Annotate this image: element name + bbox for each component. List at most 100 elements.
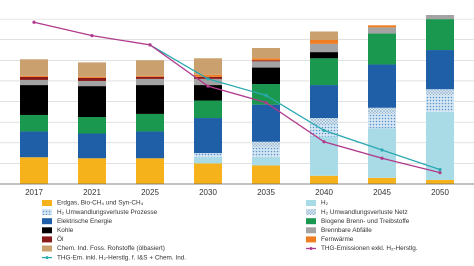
- line-point: [264, 100, 268, 105]
- line-point: [206, 77, 210, 81]
- legend-swatch: [42, 209, 52, 216]
- bar-segment: [78, 86, 106, 118]
- bar-segment: [78, 158, 106, 184]
- bar-segment: [310, 43, 338, 53]
- legend-swatch: [306, 209, 316, 216]
- bar-segment: [136, 60, 164, 76]
- legend-label: Kohle: [57, 227, 74, 234]
- line: [33, 21, 441, 174]
- legend-label: H₂: [321, 200, 329, 207]
- x-tick-label: 2050: [431, 188, 449, 197]
- bar-segment: [252, 61, 280, 68]
- bar-segment: [20, 114, 48, 132]
- bar-segment: [194, 78, 222, 86]
- bar-segment: [310, 118, 338, 125]
- bar-segment: [136, 113, 164, 132]
- bar-segment: [20, 59, 48, 76]
- legend-swatch: [309, 247, 313, 250]
- legend-label: Elektrische Energie: [57, 218, 113, 225]
- legend-swatch: [306, 218, 316, 225]
- bar-segment: [368, 25, 396, 28]
- bar-segment: [136, 85, 164, 114]
- legend-swatch: [306, 227, 316, 234]
- bar-segment: [20, 157, 48, 184]
- bar-segment: [426, 50, 454, 90]
- legend-swatch: [306, 236, 316, 243]
- line-point: [32, 20, 36, 24]
- legend-swatch: [45, 256, 49, 260]
- bar-segment: [426, 15, 454, 20]
- bar-segment: [136, 78, 164, 86]
- bar-segment: [194, 58, 222, 75]
- bar-segment: [20, 85, 48, 115]
- bar-segment: [20, 79, 48, 86]
- bar-segment: [194, 100, 222, 119]
- x-tick-label: 2021: [83, 188, 101, 197]
- x-tick-label: 2035: [257, 188, 275, 197]
- bar-segment: [310, 31, 338, 40]
- x-tick-label: 2017: [25, 188, 43, 197]
- x-tick-label: 2040: [315, 188, 333, 197]
- legend-swatch: [42, 236, 52, 243]
- bar-segment: [368, 107, 396, 114]
- bar-segment: [426, 19, 454, 51]
- legend-label: H₂ Umwandlungsverluste Prozesse: [57, 209, 158, 216]
- legend-label: Chem. Ind. Foss. Rohstoffe (ölbasiert): [57, 245, 165, 252]
- bar-segment: [310, 58, 338, 86]
- line-point: [148, 43, 152, 47]
- line-point: [206, 84, 210, 88]
- legend-swatch: [42, 200, 52, 206]
- bar-segment: [136, 76, 164, 79]
- line: [149, 44, 441, 171]
- legend-swatch: [42, 227, 52, 234]
- bar-segment: [252, 157, 280, 166]
- line-point: [264, 93, 268, 97]
- bar-segment: [368, 33, 396, 65]
- bar-segment: [426, 95, 454, 112]
- bar-segment: [368, 64, 396, 108]
- bar-segment: [368, 177, 396, 184]
- bar-segment: [78, 80, 106, 87]
- legend-swatch: [42, 218, 52, 225]
- line-point: [380, 148, 384, 152]
- bar-segment: [252, 67, 280, 85]
- legend-label: THG-Emissionen exkl. H₂-Herstlg.: [321, 245, 418, 252]
- bar-segment: [310, 175, 338, 184]
- bar-segment: [194, 153, 222, 158]
- line-point: [322, 128, 326, 133]
- bar-segment: [368, 113, 396, 129]
- bar-segment: [426, 179, 454, 184]
- bar-segment: [194, 85, 222, 101]
- legend-label: Brennbare Abfälle: [321, 227, 372, 234]
- bar-segment: [194, 118, 222, 154]
- bar-segment: [78, 76, 106, 78]
- bar-segment: [20, 131, 48, 158]
- legend-swatch: [306, 200, 316, 206]
- bar-segment: [20, 75, 48, 77]
- bar-segment: [252, 47, 280, 59]
- bar-segment: [78, 77, 106, 81]
- legend-label: Erdgas, Bio-CH₄ und Syn-CH₄: [57, 200, 144, 207]
- x-tick-label: 2030: [199, 188, 217, 197]
- bar-segment: [252, 60, 280, 62]
- legend-swatch: [42, 245, 52, 252]
- line-point: [438, 171, 442, 175]
- legend-label: Öl: [57, 235, 63, 243]
- bar-segment: [136, 158, 164, 184]
- legend-label: H₂ Umwandlungsverluste Netz: [321, 209, 408, 216]
- line-point: [438, 167, 442, 172]
- bar-segment: [252, 104, 280, 142]
- legend-label: Fernwärme: [321, 236, 354, 243]
- line-point: [380, 156, 384, 160]
- legend-label: Biogene Brenn- und Treibstoffe: [321, 218, 410, 225]
- bar-segment: [136, 75, 164, 77]
- line-point: [90, 34, 94, 38]
- bar-segment: [368, 27, 396, 34]
- bar-segment: [78, 117, 106, 134]
- bar-segment: [20, 76, 48, 80]
- bar-segment: [136, 131, 164, 159]
- bar-segment: [310, 52, 338, 59]
- bar-segment: [252, 58, 280, 61]
- bar-segment: [78, 62, 106, 77]
